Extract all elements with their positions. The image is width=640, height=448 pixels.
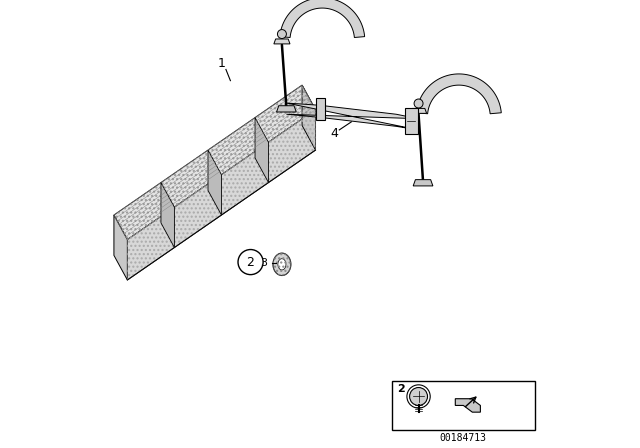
Polygon shape xyxy=(417,74,501,114)
Polygon shape xyxy=(255,117,269,183)
Polygon shape xyxy=(127,110,316,280)
Circle shape xyxy=(414,99,423,108)
Text: 2: 2 xyxy=(397,384,404,394)
Polygon shape xyxy=(405,108,418,134)
Polygon shape xyxy=(287,103,419,130)
Circle shape xyxy=(278,30,287,39)
Polygon shape xyxy=(316,98,325,120)
Text: 00184713: 00184713 xyxy=(440,433,487,443)
Circle shape xyxy=(410,388,428,405)
Text: 2: 2 xyxy=(246,255,255,269)
Text: 1: 1 xyxy=(218,57,225,70)
Polygon shape xyxy=(410,108,427,113)
Polygon shape xyxy=(274,39,290,44)
Polygon shape xyxy=(278,259,286,270)
Polygon shape xyxy=(161,183,175,247)
Polygon shape xyxy=(273,253,291,276)
Polygon shape xyxy=(114,215,127,280)
Polygon shape xyxy=(276,106,296,112)
Polygon shape xyxy=(280,0,365,38)
Text: 3: 3 xyxy=(260,258,268,268)
Text: 4: 4 xyxy=(330,126,339,140)
Bar xyxy=(392,381,535,430)
Polygon shape xyxy=(455,399,481,412)
Polygon shape xyxy=(302,85,316,150)
Polygon shape xyxy=(208,150,221,215)
Polygon shape xyxy=(413,180,433,186)
Polygon shape xyxy=(114,85,316,240)
